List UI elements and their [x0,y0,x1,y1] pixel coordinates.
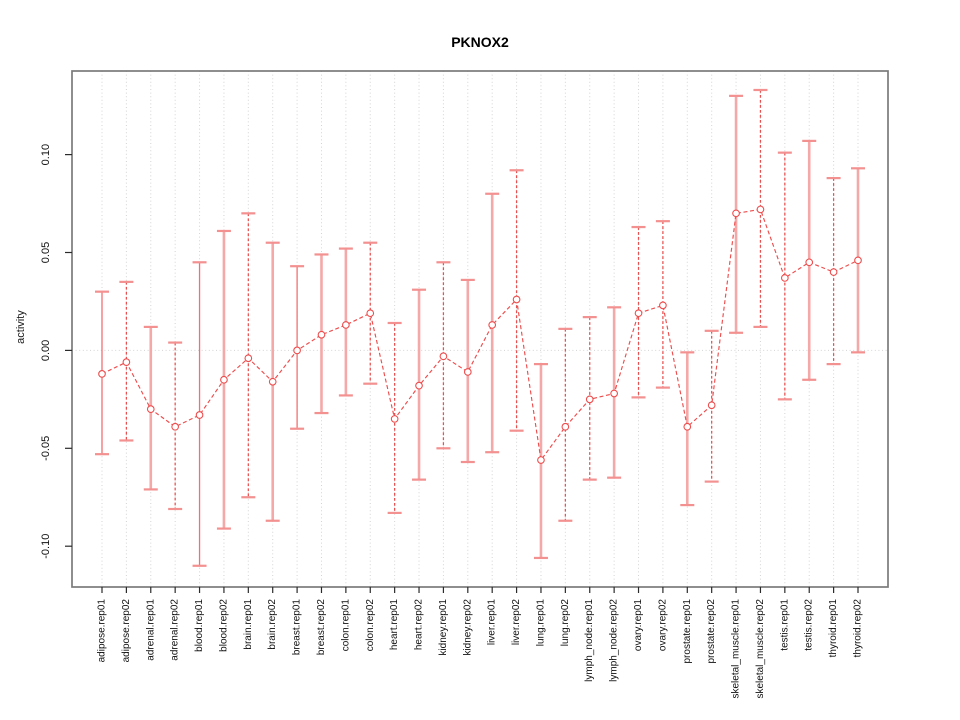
x-tick-label: breast.rep01 [292,599,303,656]
x-tick-label: ovary.rep02 [657,599,668,652]
x-tick-label: prostate.rep01 [682,599,693,664]
data-point-marker [390,415,399,423]
data-point-marker [463,368,472,376]
y-tick-label: 0.10 [40,144,52,165]
data-point-marker [439,352,448,361]
x-tick-label: heart.rep02 [414,599,425,651]
data-point-marker [537,456,545,464]
data-point-marker [268,377,277,386]
x-tick-label: adipose.rep01 [97,599,108,663]
x-tick-label: blood.rep01 [194,599,205,652]
x-tick-label: blood.rep02 [218,599,229,652]
x-tick-label: lung.rep02 [560,599,571,647]
data-point-marker [805,258,814,267]
data-point-marker [146,405,155,413]
x-tick-label: kidney.rep01 [438,599,449,656]
data-point-marker [488,321,497,329]
x-tick-label: skeletal_muscle.rep01 [731,599,742,699]
y-tick-label: 0.05 [40,242,52,263]
x-tick-label: adrenal.rep02 [170,599,181,661]
x-tick-label: kidney.rep02 [462,599,473,656]
x-tick-label: testis.rep02 [804,599,815,651]
x-tick-label: colon.rep02 [365,599,376,652]
data-point-marker [415,381,423,390]
data-point-marker [98,370,106,378]
data-point-marker [171,422,180,431]
x-tick-label: testis.rep01 [779,599,790,651]
x-tick-label: brain.rep01 [243,599,254,650]
x-tick-label: thyroid.rep02 [853,599,864,658]
x-tick-label: lung.rep01 [535,599,546,647]
data-point-marker [707,401,716,410]
series-line [101,208,859,462]
data-point-marker [220,375,228,384]
x-tick-label: liver.rep02 [511,599,522,646]
x-tick-label: thyroid.rep01 [828,599,839,658]
data-point-marker [854,256,862,265]
chart-title: PKNOX2 [451,34,509,50]
y-tick-label: 0.00 [40,340,52,361]
data-point-marker [829,268,838,276]
data-point-marker [122,358,131,366]
x-tick-label: heart.rep01 [389,599,400,651]
data-point-marker [366,309,375,318]
x-tick-label: colon.rep01 [340,599,351,652]
data-point-marker [342,321,350,329]
data-point-marker [732,209,740,218]
data-point-marker [585,395,594,404]
x-tick-label: adipose.rep02 [121,599,132,663]
y-tick-label: -0.05 [40,436,52,461]
data-point-marker [561,422,570,431]
data-point-marker [659,301,667,310]
x-tick-label: lymph_node.rep01 [584,599,595,682]
data-point-marker [293,346,301,355]
x-tick-label: lymph_node.rep02 [609,599,620,682]
data-point-marker [683,422,692,431]
data-point-marker [610,389,618,398]
x-tick-label: adrenal.rep01 [145,599,156,661]
x-tick-label: skeletal_muscle.rep02 [755,599,766,699]
data-point-marker [512,295,521,304]
data-point-marker [244,354,253,363]
data-point-marker [317,330,326,339]
x-tick-label: prostate.rep02 [706,599,717,664]
plot-frame [71,70,889,588]
x-tick-label: breast.rep02 [316,599,327,656]
y-tick-label: -0.10 [40,534,52,559]
data-point-marker [756,205,765,214]
x-tick-label: brain.rep02 [267,599,278,650]
data-point-marker [634,309,643,318]
x-tick-label: liver.rep01 [487,599,498,646]
x-tick-label: ovary.rep01 [633,599,644,652]
data-point-marker [780,274,789,282]
data-point-marker [195,411,204,419]
